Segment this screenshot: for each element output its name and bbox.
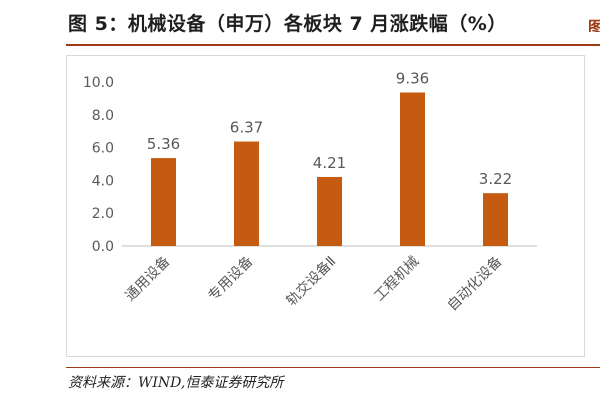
y-tick-label: 2.0 [92, 206, 114, 222]
data-label: 6.37 [230, 119, 263, 137]
adjacent-figure-edge: 图 [588, 18, 600, 32]
data-label: 9.36 [396, 69, 429, 87]
x-tick-label: 通用设备 [122, 253, 174, 305]
y-tick-label: 6.0 [92, 141, 114, 157]
figure-title: 图 5：机械设备（申万）各板块 7 月涨跌幅（%） [68, 13, 507, 35]
data-label: 5.36 [147, 135, 180, 153]
x-tick-label: 工程机械 [371, 254, 422, 305]
bar [151, 158, 176, 246]
source-note: 资料来源：WIND,恒泰证券研究所 [68, 375, 284, 391]
x-tick-label: 轨交设备Ⅱ [283, 253, 339, 309]
source-divider [66, 367, 600, 368]
y-tick-label: 10.0 [83, 75, 114, 91]
y-tick-label: 8.0 [92, 108, 114, 124]
data-label: 4.21 [313, 154, 346, 172]
bar [234, 141, 259, 246]
x-tick-label: 自动化设备 [444, 253, 506, 315]
data-label: 3.22 [479, 170, 512, 188]
title-underline [66, 44, 600, 46]
x-tick-label: 专用设备 [205, 253, 257, 305]
bar [483, 193, 508, 246]
y-tick-label: 0.0 [92, 239, 114, 255]
y-tick-label: 4.0 [92, 173, 114, 189]
bar [317, 176, 342, 246]
chart-frame [66, 55, 585, 357]
bar [400, 92, 425, 246]
